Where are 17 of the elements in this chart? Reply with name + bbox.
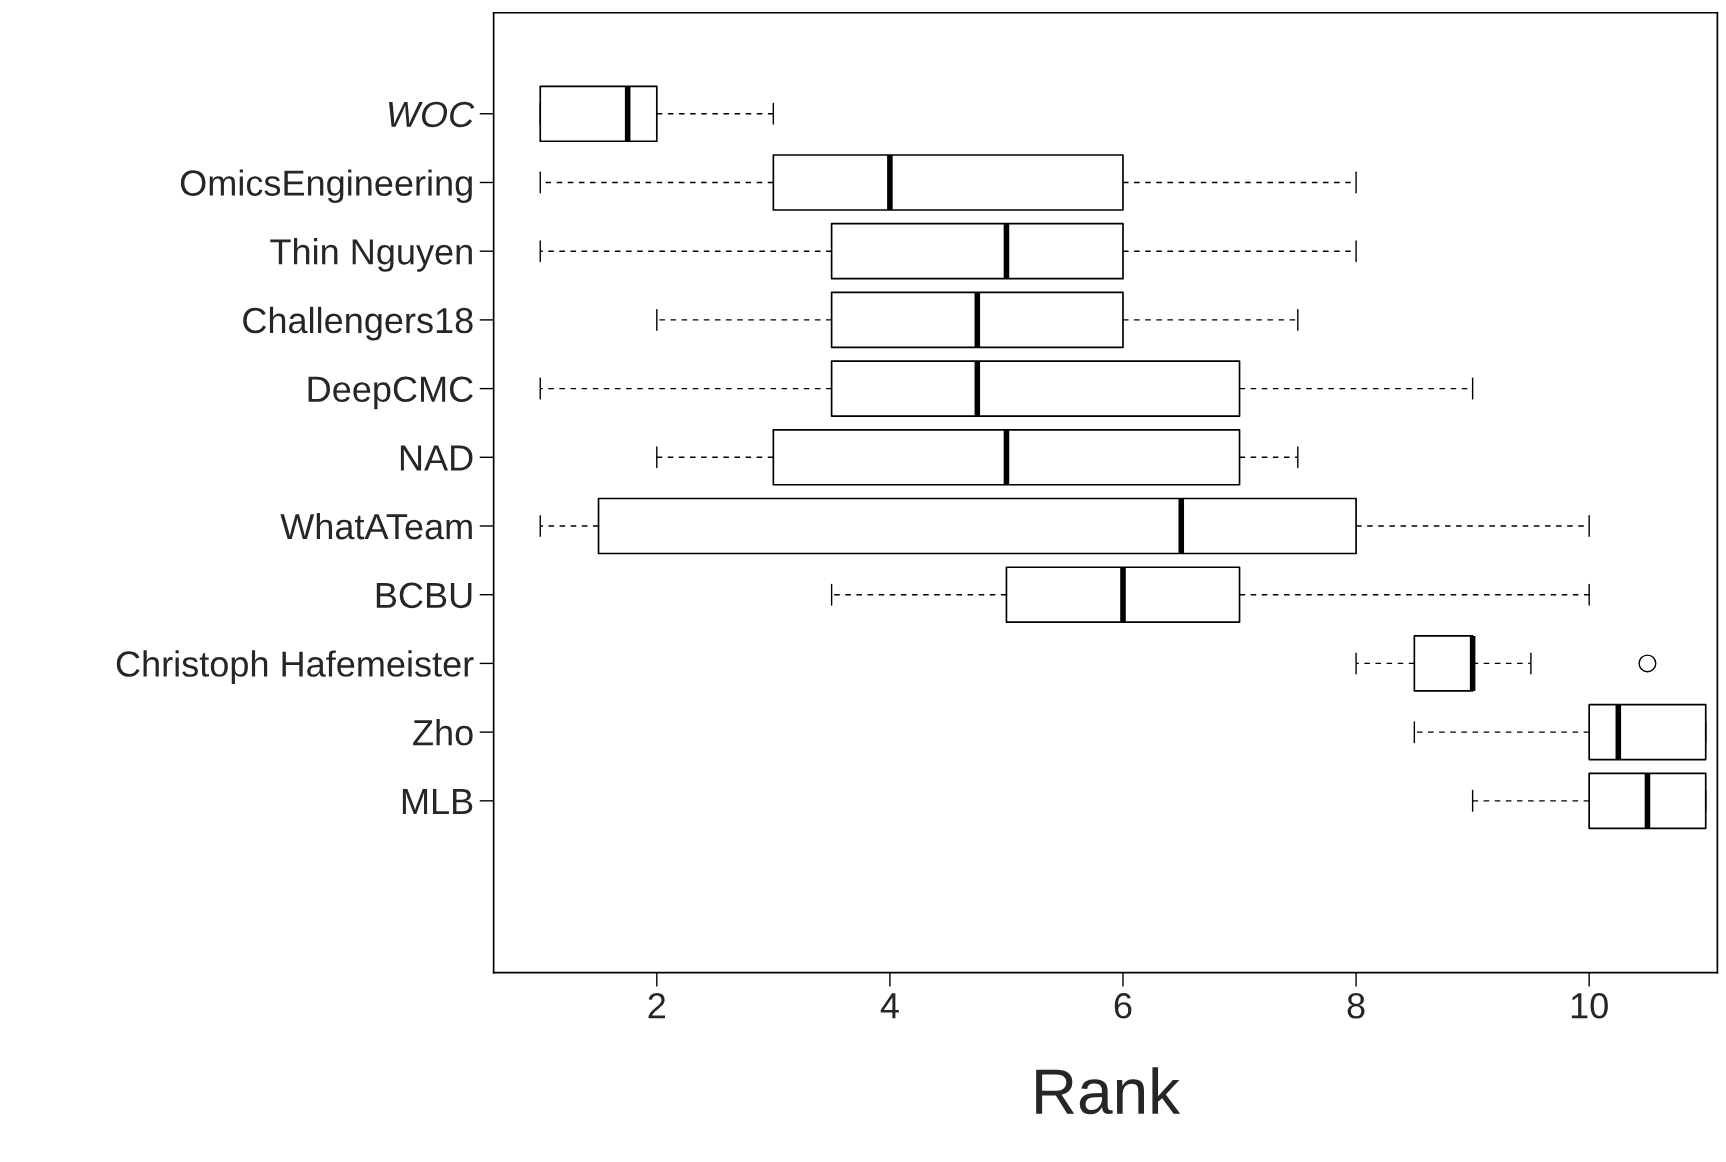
x-tick-label: 2 — [648, 992, 666, 1019]
x-tick-label: 4 — [880, 993, 899, 1019]
y-tick-label: DeepCMC — [308, 376, 473, 410]
y-tick-label: Zho — [413, 719, 473, 746]
x-tick-label: 6 — [1114, 992, 1132, 1019]
y-tick-label: MLB — [402, 789, 473, 814]
x-tick-label: 8 — [1347, 992, 1365, 1019]
x-axis-title: Rank — [1036, 1067, 1181, 1115]
y-tick-label: Challengers18 — [243, 306, 473, 341]
y-tick-label: Thin Nguyen — [270, 238, 472, 272]
y-tick-label: BCBU — [376, 582, 472, 609]
y-tick-label: NAD — [400, 445, 473, 471]
x-tick-label: 10 — [1571, 992, 1608, 1019]
y-tick-label: Christoph Hafemeister — [116, 650, 474, 684]
y-tick-label: OmicsEngineering — [180, 169, 472, 204]
y-tick-label: WhatATeam — [280, 512, 472, 540]
y-tick-label: WOC — [389, 101, 475, 128]
